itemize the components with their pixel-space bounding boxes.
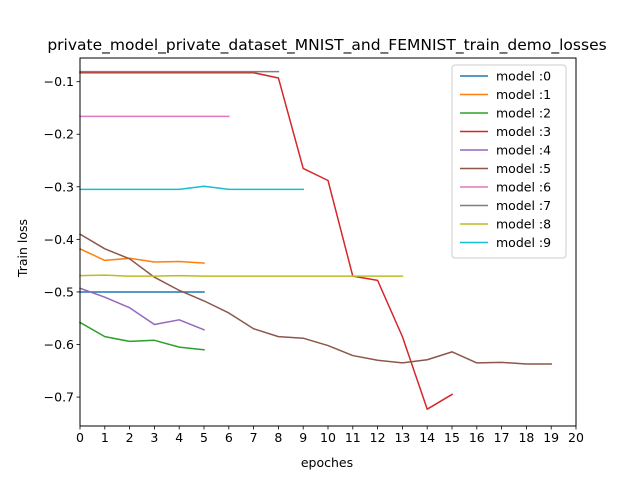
- legend-entry-label: model :5: [496, 161, 551, 176]
- x-tick-label: 13: [394, 430, 410, 445]
- x-tick-label: 6: [225, 430, 233, 445]
- x-tick-label: 11: [345, 430, 361, 445]
- y-axis-label: Train loss: [15, 219, 30, 278]
- legend-entry-label: model :9: [496, 235, 551, 250]
- y-tick-label: −0.3: [44, 179, 74, 194]
- x-tick-label: 16: [469, 430, 485, 445]
- y-tick-label: −0.1: [44, 74, 74, 89]
- y-tick-label: −0.2: [44, 127, 74, 142]
- series-lines: [78, 70, 552, 410]
- x-tick-label: 9: [299, 430, 307, 445]
- x-tick-label: 3: [150, 430, 158, 445]
- x-tick-label: 12: [370, 430, 386, 445]
- x-tick-label: 14: [419, 430, 435, 445]
- x-tick-label: 0: [76, 430, 84, 445]
- y-tick-label: −0.6: [44, 337, 74, 352]
- x-tick-label: 5: [200, 430, 208, 445]
- legend-entry-label: model :3: [496, 124, 551, 139]
- legend-entry-label: model :6: [496, 180, 551, 195]
- legend-entry-label: model :8: [496, 217, 551, 232]
- y-tick-label: −0.4: [44, 232, 74, 247]
- y-tick-label: −0.5: [44, 284, 74, 299]
- legend-entry-label: model :7: [496, 198, 551, 213]
- x-tick-label: 10: [320, 430, 336, 445]
- legend-entry-label: model :0: [496, 69, 551, 84]
- legend-entry-label: model :1: [496, 87, 551, 102]
- series-line-model-3: [79, 71, 454, 410]
- x-tick-label: 8: [274, 430, 282, 445]
- chart-title: private_model_private_dataset_MNIST_and_…: [47, 36, 606, 55]
- series-line-model-2: [78, 321, 205, 351]
- x-tick-label: 1: [101, 430, 109, 445]
- x-tick-label: 7: [250, 430, 258, 445]
- x-tick-label: 2: [126, 430, 134, 445]
- series-line-model-8: [79, 274, 404, 277]
- x-tick-label: 17: [494, 430, 510, 445]
- series-line-model-1: [79, 247, 205, 264]
- legend: model :0 model :1 model :2 model :3 model :4…: [451, 64, 567, 259]
- series-line-model-5: [78, 233, 552, 365]
- series-line-model-4: [79, 287, 205, 331]
- x-axis-label: epoches: [301, 455, 353, 470]
- y-axis-ticks: −0.7 −0.6 −0.5 −0.4 −0.3 −0.2 −0.1: [44, 74, 80, 405]
- x-axis-ticks: 0 1 2 3 4 5 6 7 8 9 10 11 12 13 14 15 16 17 18 19 20: [76, 426, 584, 445]
- x-tick-label: 15: [444, 430, 460, 445]
- series-line-model-9: [79, 185, 304, 191]
- legend-entry-label: model :4: [496, 143, 551, 158]
- legend-entry-label: model :2: [496, 106, 551, 121]
- x-tick-label: 19: [543, 430, 559, 445]
- x-tick-label: 18: [518, 430, 534, 445]
- x-tick-label: 4: [175, 430, 183, 445]
- x-tick-label: 20: [568, 430, 584, 445]
- y-tick-label: −0.7: [44, 390, 74, 405]
